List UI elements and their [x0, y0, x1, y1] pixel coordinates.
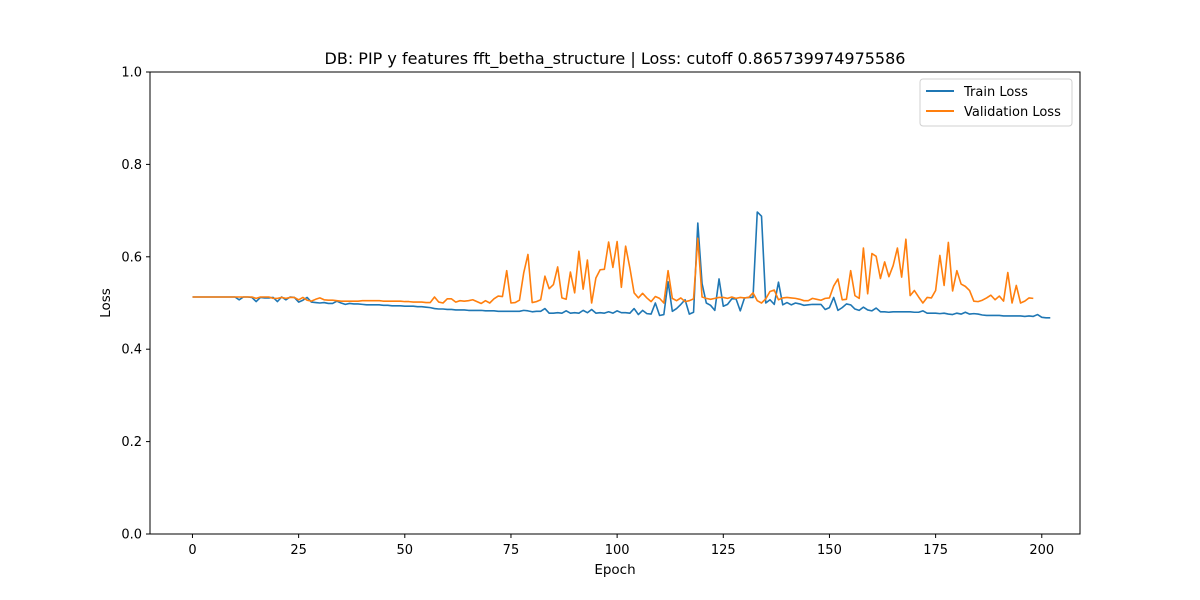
y-tick-label: 0.6 — [121, 250, 142, 265]
x-tick-label: 125 — [711, 543, 736, 558]
x-tick-label: 200 — [1029, 543, 1054, 558]
ticks-layer: 0 25 50 75 100 125 150 175 200 0.0 0.2 0.4 0.6 0.8 1.0 — [121, 66, 1054, 559]
train-loss-line — [192, 211, 1051, 319]
y-axis-label: Loss — [98, 288, 114, 318]
validation-loss-line — [192, 237, 1034, 305]
legend-label-train: Train Loss — [963, 85, 1028, 100]
x-tick-label: 175 — [923, 543, 948, 558]
x-tick-label: 100 — [605, 543, 630, 558]
plot-frame — [149, 71, 1081, 535]
legend: Train Loss Validation Loss — [919, 78, 1073, 127]
y-tick-label: 0.4 — [121, 343, 142, 358]
x-tick-label: 50 — [397, 543, 414, 558]
y-tick-label: 0.8 — [121, 158, 142, 173]
y-tick-label: 1.0 — [121, 66, 142, 81]
x-tick-label: 25 — [290, 543, 307, 558]
x-tick-label: 75 — [503, 543, 520, 558]
legend-label-validation: Validation Loss — [964, 105, 1061, 120]
x-tick-label: 150 — [817, 543, 842, 558]
y-tick-label: 0.2 — [121, 435, 142, 450]
series-layer — [192, 211, 1051, 319]
x-axis-label: Epoch — [594, 562, 635, 578]
legend-box — [919, 78, 1073, 127]
chart-title: DB: PIP y features fft_betha_structure |… — [325, 49, 906, 69]
y-tick-label: 0.0 — [121, 528, 142, 543]
x-tick-label: 0 — [188, 543, 196, 558]
